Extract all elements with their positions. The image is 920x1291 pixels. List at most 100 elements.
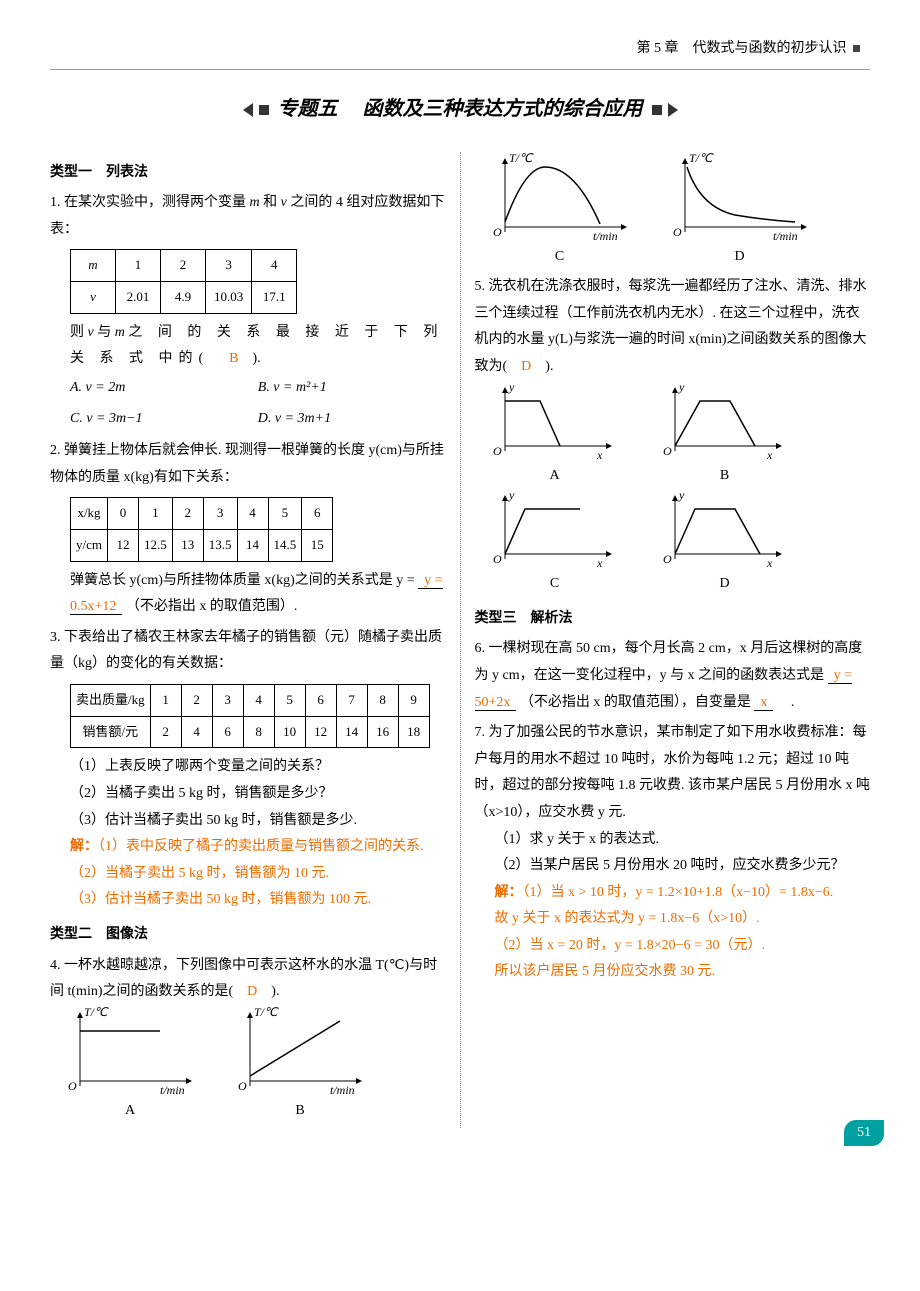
q1-opt-b-t: B. v = m²+1: [258, 380, 327, 395]
question-1: 1. 在某次实验中，测得两个变量 m 和 v 之间的 4 组对应数据如下表： m…: [50, 190, 446, 434]
q3-p3: （3）估计当橘子卖出 50 kg 时，销售额是多少.: [50, 808, 446, 835]
q4-graphs-row2: O T/℃ t/min C O T/℃ t/min D: [475, 152, 871, 271]
q4-graph-c: O T/℃ t/min C: [485, 152, 635, 271]
origin-label: O: [238, 1079, 247, 1093]
question-4: 4. 一杯水越晾越凉，下列图像中可表示这杯水的水温 T(℃)与时间 t(min)…: [50, 953, 446, 1125]
graph-a-svg: O T/℃ t/min: [60, 1006, 200, 1096]
section-3-label: 类型三 解析法: [475, 604, 871, 631]
origin-label: O: [663, 552, 672, 566]
q7-s1b: 故 y 关于 x 的表达式为 y = 1.8x−6（x>10）.: [475, 906, 871, 933]
square-icon: [259, 105, 269, 115]
q5-a-svg: O y x: [485, 381, 625, 461]
q2-t-h: 5: [268, 498, 302, 530]
q7-p2: （2）当某户居民 5 月份用水 20 吨时，应交水费多少元？: [475, 853, 871, 880]
origin-label: O: [673, 225, 682, 239]
q6-stem-c: .: [777, 695, 795, 710]
q4-answer: D: [247, 984, 257, 999]
q2-table: x/kg 0 1 2 3 4 5 6 y/cm 12 12.5 13: [70, 497, 333, 561]
graph-d-svg: O T/℃ t/min: [665, 152, 815, 242]
q3-t-h: 8: [367, 685, 398, 717]
y-axis-label: T/℃: [689, 152, 714, 165]
section-2-label: 类型二 图像法: [50, 920, 446, 947]
column-divider: [460, 152, 461, 1129]
q5-answer: D: [521, 359, 531, 374]
q7-sol-lbl: 解：: [495, 885, 523, 900]
q3-p1: （1）上表反映了哪两个变量之间的关系？: [50, 754, 446, 781]
q1-opt-c: C. v = 3m−1: [70, 406, 258, 433]
origin-label: O: [493, 444, 502, 458]
q3-p2: （2）当橘子卖出 5 kg 时，销售额是多少？: [50, 781, 446, 808]
q2-t-r: 13.5: [203, 530, 237, 562]
q6-ans2: x: [754, 695, 773, 711]
section-1-label: 类型一 列表法: [50, 158, 446, 185]
x-axis-label: t/min: [773, 229, 798, 242]
q4-graph-b: O T/℃ t/min B: [230, 1006, 370, 1125]
q2-t-h: 3: [203, 498, 237, 530]
q5-cap-d: D: [655, 571, 795, 598]
x-axis-label: x: [766, 556, 773, 569]
q3-t-r: 8: [243, 716, 274, 748]
q5-c-svg: O y x: [485, 489, 625, 569]
q1-opt-d: D. v = 3m+1: [258, 406, 446, 433]
q1-stem-a: 1. 在某次实验中，测得两个变量: [50, 195, 250, 210]
chapter-header: 第 5 章 代数式与函数的初步认识: [50, 30, 870, 70]
q5-stem-b: ).: [531, 359, 553, 374]
q3-t-r: 2: [150, 716, 181, 748]
q2-t-h: 0: [108, 498, 139, 530]
y-axis-label: y: [678, 381, 685, 394]
q1-table: m 1 2 3 4 v 2.01 4.9 10.03 17.1: [70, 249, 297, 313]
q1-opt-d-t: D. v = 3m+1: [258, 411, 331, 426]
topic-main: 函数及三种表达方式的综合应用: [363, 98, 643, 120]
y-axis-label: T/℃: [84, 1006, 109, 1019]
q4-graph-d: O T/℃ t/min D: [665, 152, 815, 271]
q3-t-h: 7: [336, 685, 367, 717]
graph-b-svg: O T/℃ t/min: [230, 1006, 370, 1096]
q5-graph-b: O y x B: [655, 381, 795, 490]
q3-t-r: 14: [336, 716, 367, 748]
q2-t-r: 13: [172, 530, 203, 562]
question-2: 2. 弹簧挂上物体后就会伸长. 现测得一根弹簧的长度 y(cm)与所挂物体的质量…: [50, 438, 446, 621]
q3-t-r: 4: [181, 716, 212, 748]
q4-cap-c: C: [485, 244, 635, 271]
q1-t-c: 2: [161, 250, 206, 282]
question-3: 3. 下表给出了橘农王林家去年橘子的销售额（元）随橘子卖出质量（kg）的变化的有…: [50, 625, 446, 914]
q2-t-r: 12: [108, 530, 139, 562]
q2-t-h: 6: [302, 498, 333, 530]
x-axis-label: t/min: [160, 1083, 185, 1096]
q4-graphs-row1: O T/℃ t/min A O T/℃ t/min: [50, 1006, 446, 1125]
y-axis-label: T/℃: [509, 152, 534, 165]
q4-stem-b: ).: [257, 984, 279, 999]
q3-t-r: 12: [305, 716, 336, 748]
y-axis-label: y: [508, 381, 515, 394]
x-axis-label: x: [596, 556, 603, 569]
question-5: 5. 洗衣机在洗涤衣服时，每浆洗一遍都经历了注水、清洗、排水三个连续过程（工作前…: [475, 274, 871, 598]
q3-s3: （3）估计当橘子卖出 50 kg 时，销售额为 100 元.: [50, 887, 446, 914]
q3-s1: （1）表中反映了橘子的卖出质量与销售额之间的关系.: [98, 839, 424, 854]
question-7: 7. 为了加强公民的节水意识，某市制定了如下用水收费标准：每户每月的用水不超过 …: [475, 720, 871, 986]
q1-opt-a: A. v = 2m: [70, 375, 258, 402]
origin-label: O: [493, 552, 502, 566]
q5-graph-a: O y x A: [485, 381, 625, 490]
header-marker: [853, 45, 860, 52]
q1-opt-c-t: C. v = 3m−1: [70, 411, 143, 426]
q2-t-h: 1: [139, 498, 173, 530]
q1-options: A. v = 2m B. v = m²+1 C. v = 3m−1 D. v =…: [50, 373, 446, 434]
q3-t-h: 3: [212, 685, 243, 717]
q7-solution: 解：（1）当 x > 10 时，y = 1.2×10+1.8（x−10）= 1.…: [475, 880, 871, 907]
q3-t-r: 18: [398, 716, 429, 748]
q2-t-r: 12.5: [139, 530, 173, 562]
q4-cap-a: A: [60, 1098, 200, 1125]
graph-c-svg: O T/℃ t/min: [485, 152, 635, 242]
q2-t-r: 14.5: [268, 530, 302, 562]
y-axis-label: y: [508, 489, 515, 502]
q1-aft-d: ).: [239, 351, 261, 366]
q1-t-c: 4.9: [161, 282, 206, 314]
q2-t-r: 15: [302, 530, 333, 562]
q7-s1: （1）当 x > 10 时，y = 1.2×10+1.8（x−10）= 1.8x…: [523, 885, 834, 900]
q3-s2: （2）当橘子卖出 5 kg 时，销售额为 10 元.: [50, 861, 446, 888]
q1-t-c: 17.1: [252, 282, 297, 314]
q2-t-h: x/kg: [71, 498, 108, 530]
question-6: 6. 一棵树现在高 50 cm，每个月长高 2 cm，x 月后这棵树的高度为 y…: [475, 636, 871, 716]
q7-s2: （2）当 x = 20 时，y = 1.8×20−6 = 30（元）.: [475, 933, 871, 960]
q3-stem: 3. 下表给出了橘农王林家去年橘子的销售额（元）随橘子卖出质量（kg）的变化的有…: [50, 630, 442, 672]
